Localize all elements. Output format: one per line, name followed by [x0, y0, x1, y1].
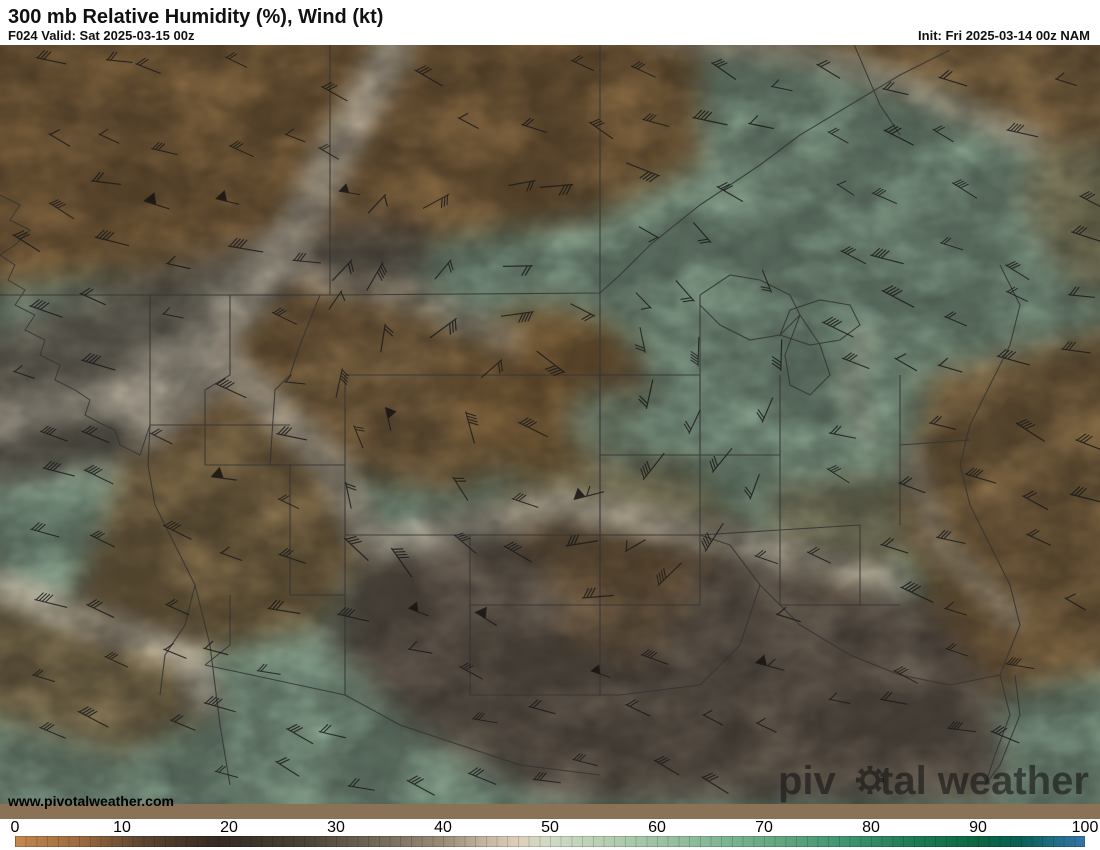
svg-text:piv: piv [780, 759, 837, 803]
svg-text:tal weather: tal weather [880, 759, 1089, 803]
